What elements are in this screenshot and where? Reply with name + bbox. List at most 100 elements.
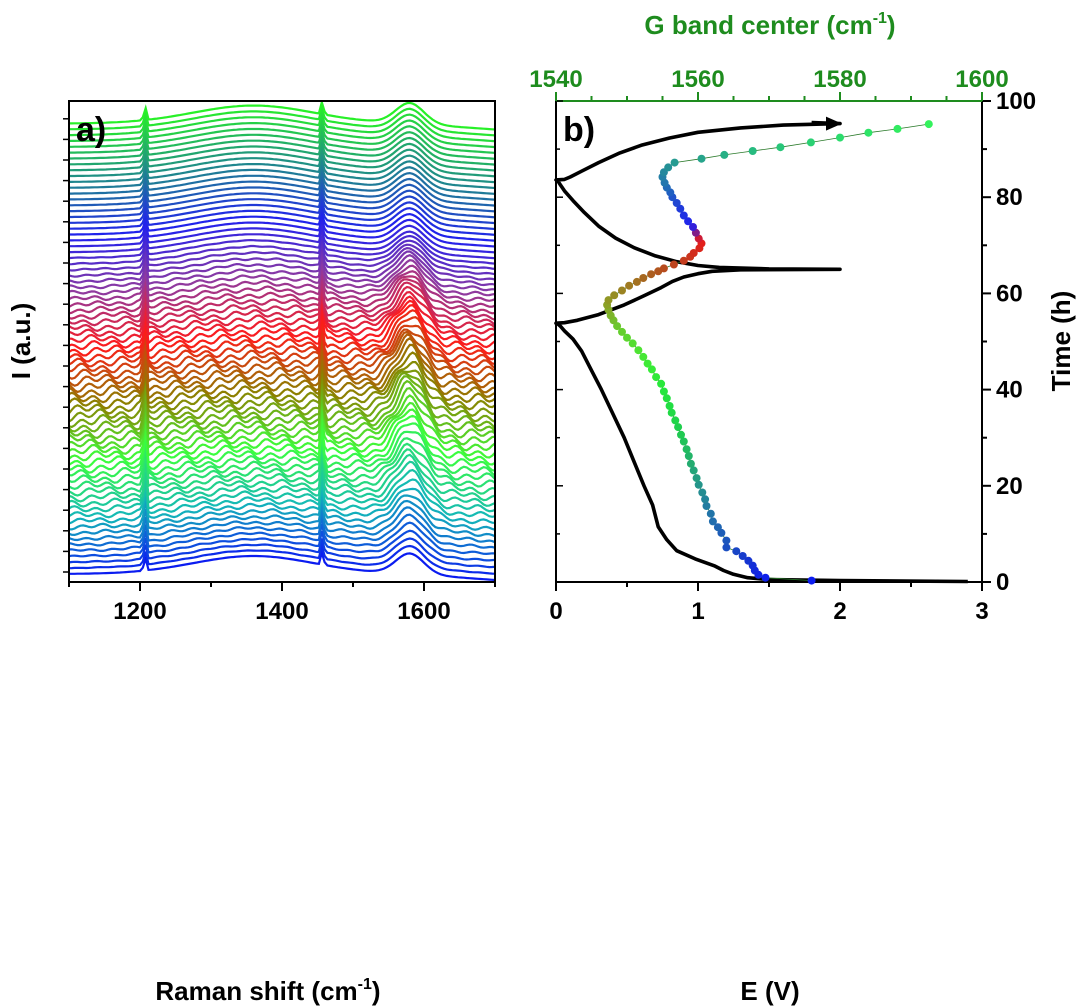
spectrum-line-32 xyxy=(69,333,495,394)
g-band-center-point xyxy=(836,133,844,142)
g-band-center-point xyxy=(689,466,698,475)
g-band-center-point xyxy=(639,274,648,282)
g-band-center-point xyxy=(697,154,706,163)
b-y-tick-label-20: 20 xyxy=(996,473,1023,500)
panel-a-x-ticks: 1200 1400 1600 xyxy=(68,582,496,625)
b-y-tick-label-0: 0 xyxy=(996,569,1009,596)
g-band-center-point xyxy=(672,199,681,207)
g-band-center-point xyxy=(667,408,676,417)
panel-b-top-label-main: G band center (cm xyxy=(644,10,872,40)
spectrum-line-20 xyxy=(69,408,495,462)
spectrum-line-24 xyxy=(69,379,495,440)
g-band-center-point xyxy=(761,573,770,582)
g-band-center-point xyxy=(634,346,643,355)
spectrum-line-48 xyxy=(69,259,495,297)
panel-a-label: a) xyxy=(76,111,106,149)
b-x-tick-label-0: 0 xyxy=(549,598,562,625)
b-x-tick-label-3: 3 xyxy=(975,598,988,625)
g-band-center-point xyxy=(625,281,634,290)
a-x-tick-label-1400: 1400 xyxy=(255,598,308,625)
g-band-center-point xyxy=(618,327,626,336)
spectrum-line-8 xyxy=(69,494,495,531)
b-top-tick-label-1560: 1560 xyxy=(671,66,724,93)
panel-b-top-axis-label: G band center (cm-1) xyxy=(644,10,895,40)
spectrum-line-57 xyxy=(69,215,495,248)
g-band-center-point xyxy=(610,291,619,300)
spectrum-line-7 xyxy=(69,499,495,538)
g-band-center-point xyxy=(722,543,731,552)
spectrum-line-29 xyxy=(69,351,495,410)
spectrum-line-27 xyxy=(69,369,495,423)
spectrum-line-68 xyxy=(69,150,495,184)
spectrum-line-75 xyxy=(69,109,495,143)
spectrum-line-62 xyxy=(69,185,495,219)
spectrum-line-15 xyxy=(69,442,495,491)
g-band-center-point xyxy=(677,430,685,439)
spectrum-line-60 xyxy=(69,197,495,231)
spectrum-line-42 xyxy=(69,285,495,333)
panel-b-frame xyxy=(555,100,983,583)
spectrum-line-17 xyxy=(69,430,495,479)
spectrum-line-46 xyxy=(69,270,495,308)
spectrum-line-12 xyxy=(69,460,495,508)
spectrum-line-26 xyxy=(69,371,495,429)
g-band-center-point xyxy=(684,217,693,226)
g-band-center-point xyxy=(744,556,753,565)
spectrum-line-49 xyxy=(69,254,495,292)
spectrum-line-64 xyxy=(69,174,495,207)
spectrum-line-40 xyxy=(69,295,495,344)
spectrum-line-43 xyxy=(69,281,495,327)
spectrum-line-41 xyxy=(69,290,495,337)
spectrum-line-21 xyxy=(69,401,495,455)
spectrum-line-33 xyxy=(69,330,495,387)
spectrum-line-19 xyxy=(69,414,495,469)
spectrum-line-52 xyxy=(69,243,495,276)
spectrum-line-5 xyxy=(69,513,495,549)
g-band-center-point xyxy=(806,138,815,147)
g-band-center-point xyxy=(702,502,711,510)
spectrum-line-6 xyxy=(69,506,495,544)
spectrum-line-35 xyxy=(69,324,495,374)
g-band-center-point xyxy=(708,517,717,526)
spectrum-line-2 xyxy=(69,537,495,569)
g-band-center-point xyxy=(684,452,693,460)
spectrum-line-67 xyxy=(69,156,495,190)
spectrum-line-14 xyxy=(69,448,495,497)
g-band-center-point xyxy=(738,552,747,560)
panel-a-y-ticks xyxy=(63,118,69,573)
spectrum-line-16 xyxy=(69,437,495,484)
g-band-center-point xyxy=(748,147,757,155)
a-spectra-group xyxy=(69,101,495,582)
spectrum-line-51 xyxy=(69,246,495,281)
spectrum-line-38 xyxy=(69,304,495,357)
spectrum-line-65 xyxy=(69,168,495,201)
panel-a-xlabel-sup: -1 xyxy=(358,976,372,993)
g-band-center-point xyxy=(662,394,671,403)
spectrum-line-69 xyxy=(69,145,495,178)
spectrum-line-1 xyxy=(69,541,495,575)
g-band-center-point xyxy=(628,339,637,348)
b-top-tick-label-1540: 1540 xyxy=(529,66,582,93)
spectrum-line-70 xyxy=(69,139,495,172)
panel-b-label: b) xyxy=(563,111,595,149)
g-band-center-point xyxy=(722,536,731,545)
spectrum-line-74 xyxy=(69,115,495,149)
spectrum-line-72 xyxy=(69,127,495,160)
spectrum-line-10 xyxy=(69,478,495,519)
panel-a-ylabel: I (a.u.) xyxy=(6,303,36,380)
spectrum-line-55 xyxy=(69,226,495,260)
g-band-center-point xyxy=(706,509,715,518)
spectrum-line-4 xyxy=(69,521,495,556)
g-band-center-point xyxy=(864,128,873,137)
g-band-center-point xyxy=(647,365,656,374)
panel-b-curves xyxy=(554,116,968,585)
spectrum-line-25 xyxy=(69,375,495,433)
spectrum-line-34 xyxy=(69,328,495,380)
a-x-tick-label-1600: 1600 xyxy=(397,598,450,625)
g-band-center-point xyxy=(669,260,678,269)
spectrum-line-47 xyxy=(69,264,495,302)
g-band-center-point xyxy=(713,523,722,532)
